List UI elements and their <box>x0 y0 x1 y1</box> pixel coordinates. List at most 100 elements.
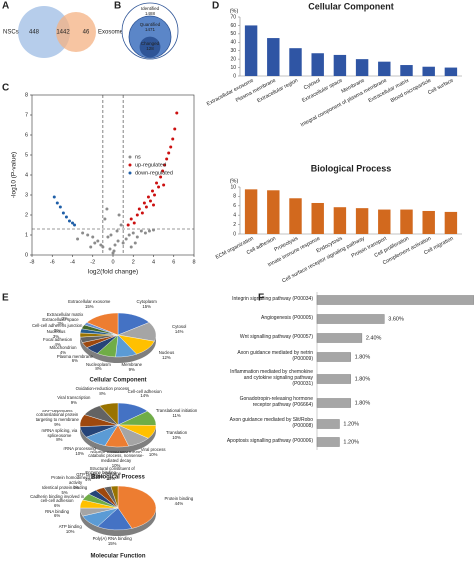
slice-name: Viral transcription <box>57 395 91 401</box>
slice-name: Protein binding <box>164 495 194 501</box>
category-text: Inflammation mediated by chemokine and c… <box>230 369 313 387</box>
slice-label-box: Identical protein binding 5% <box>37 483 93 499</box>
slice-label-box: Protein binding 44% <box>151 494 207 510</box>
slice-value: 3% <box>97 474 104 480</box>
chart-title: Biological Process <box>91 475 145 481</box>
slice-label-box: Viral process 10% <box>125 445 181 461</box>
data-point <box>140 211 144 215</box>
data-point <box>86 233 90 237</box>
slice-label-box: Nucleolus 3% <box>28 327 84 343</box>
data-point <box>52 195 56 199</box>
bar <box>333 54 347 76</box>
slice-value: 4% <box>54 341 61 347</box>
value-label: 1.80% <box>355 354 371 360</box>
slice-name: ATP binding <box>58 523 82 529</box>
category-text: Apoptosis signalling pathway (P00006) <box>226 438 313 445</box>
x-tick-label: 4 <box>152 259 155 265</box>
slice-name: Mitochondrion <box>49 345 77 350</box>
x-axis-label: log2(fold change) <box>88 269 138 276</box>
legend-label: ns <box>135 154 141 160</box>
slice-value: 2% <box>61 316 69 322</box>
y-tick-label: 10 <box>230 65 236 71</box>
value-label: 1.20% <box>343 439 359 445</box>
category-label: Integrin signalling pathway (P00034) <box>232 296 313 302</box>
slice-value: 10% <box>148 452 158 457</box>
pie-slice <box>86 312 119 336</box>
chart-title: Biological Process <box>311 163 392 173</box>
slice-value: 4% <box>85 477 92 483</box>
venn-count: 46 <box>83 30 90 36</box>
set-count: 1488 <box>145 11 156 16</box>
x-tick-label: 8 <box>192 259 195 265</box>
data-point <box>121 241 125 245</box>
x-tick-label: -6 <box>50 259 55 265</box>
data-point <box>115 229 119 233</box>
slice-value: 14% <box>174 328 184 334</box>
y-tick-label: 5 <box>25 152 28 158</box>
data-point <box>137 207 141 211</box>
legend-label: up-regulated <box>135 162 166 168</box>
slice-value: 5% <box>61 489 68 495</box>
bar <box>333 207 347 234</box>
pie-slice <box>110 485 119 509</box>
slice-name: Cadherin binding involved in cell-cell a… <box>30 493 85 504</box>
slice-name: Focal adhesion <box>42 336 73 342</box>
data-point <box>117 213 121 217</box>
y-tick-label: 30 <box>230 48 236 54</box>
bar <box>378 209 391 234</box>
data-point <box>139 229 143 233</box>
slice-label-box: RNA binding 6% <box>29 506 85 522</box>
bar <box>289 48 302 76</box>
slice-value: 10% <box>75 450 84 456</box>
data-point <box>159 175 163 179</box>
slice-value: 8% <box>56 437 63 443</box>
bar <box>316 333 363 343</box>
data-point <box>113 243 117 247</box>
data-point <box>175 111 179 115</box>
slice-name: Cytoplasm <box>136 299 157 305</box>
slice-label-box: Translation 10% <box>149 428 205 444</box>
y-tick-label: 4 <box>233 213 236 219</box>
data-point <box>131 231 135 235</box>
data-point <box>89 245 93 249</box>
category-label: Axon guidance mediated by netrin (P00009… <box>237 350 313 362</box>
pie-slice <box>117 485 157 529</box>
category-label: Apoptosis signalling pathway (P00006) <box>226 438 313 445</box>
data-point <box>64 215 68 219</box>
slice-name: Viral process <box>140 447 166 453</box>
slice-value: 9% <box>70 400 77 406</box>
data-point <box>165 157 169 161</box>
bar <box>400 209 413 234</box>
chart-title: Molecular Function <box>90 554 145 560</box>
slice-label-box: Protein homodimerization activity 4% <box>48 475 104 491</box>
slice-name: Translational initiation <box>155 408 198 414</box>
bar <box>267 190 280 234</box>
slice-name: Plasma membrane <box>56 353 93 359</box>
data-point <box>163 163 167 167</box>
category-text: Axon guidance mediated by netrin (P00009… <box>237 350 313 362</box>
slice-name: Cell-cell adhesion <box>127 388 162 394</box>
x-tick-label: Extracellular space <box>301 78 343 104</box>
slice-value: 9% <box>128 367 135 373</box>
slice-label-box: Cytosol 14% <box>151 322 207 338</box>
data-point <box>76 237 80 241</box>
category-text: Axon guidance mediated by Slit/Robo (P00… <box>229 417 313 429</box>
bar <box>316 314 385 324</box>
x-tick-label: -2 <box>90 259 95 265</box>
x-tick-label: -4 <box>70 259 75 265</box>
y-tick-label: 8 <box>233 194 236 200</box>
data-point <box>147 229 151 233</box>
data-point <box>112 249 116 253</box>
bar <box>355 208 369 234</box>
